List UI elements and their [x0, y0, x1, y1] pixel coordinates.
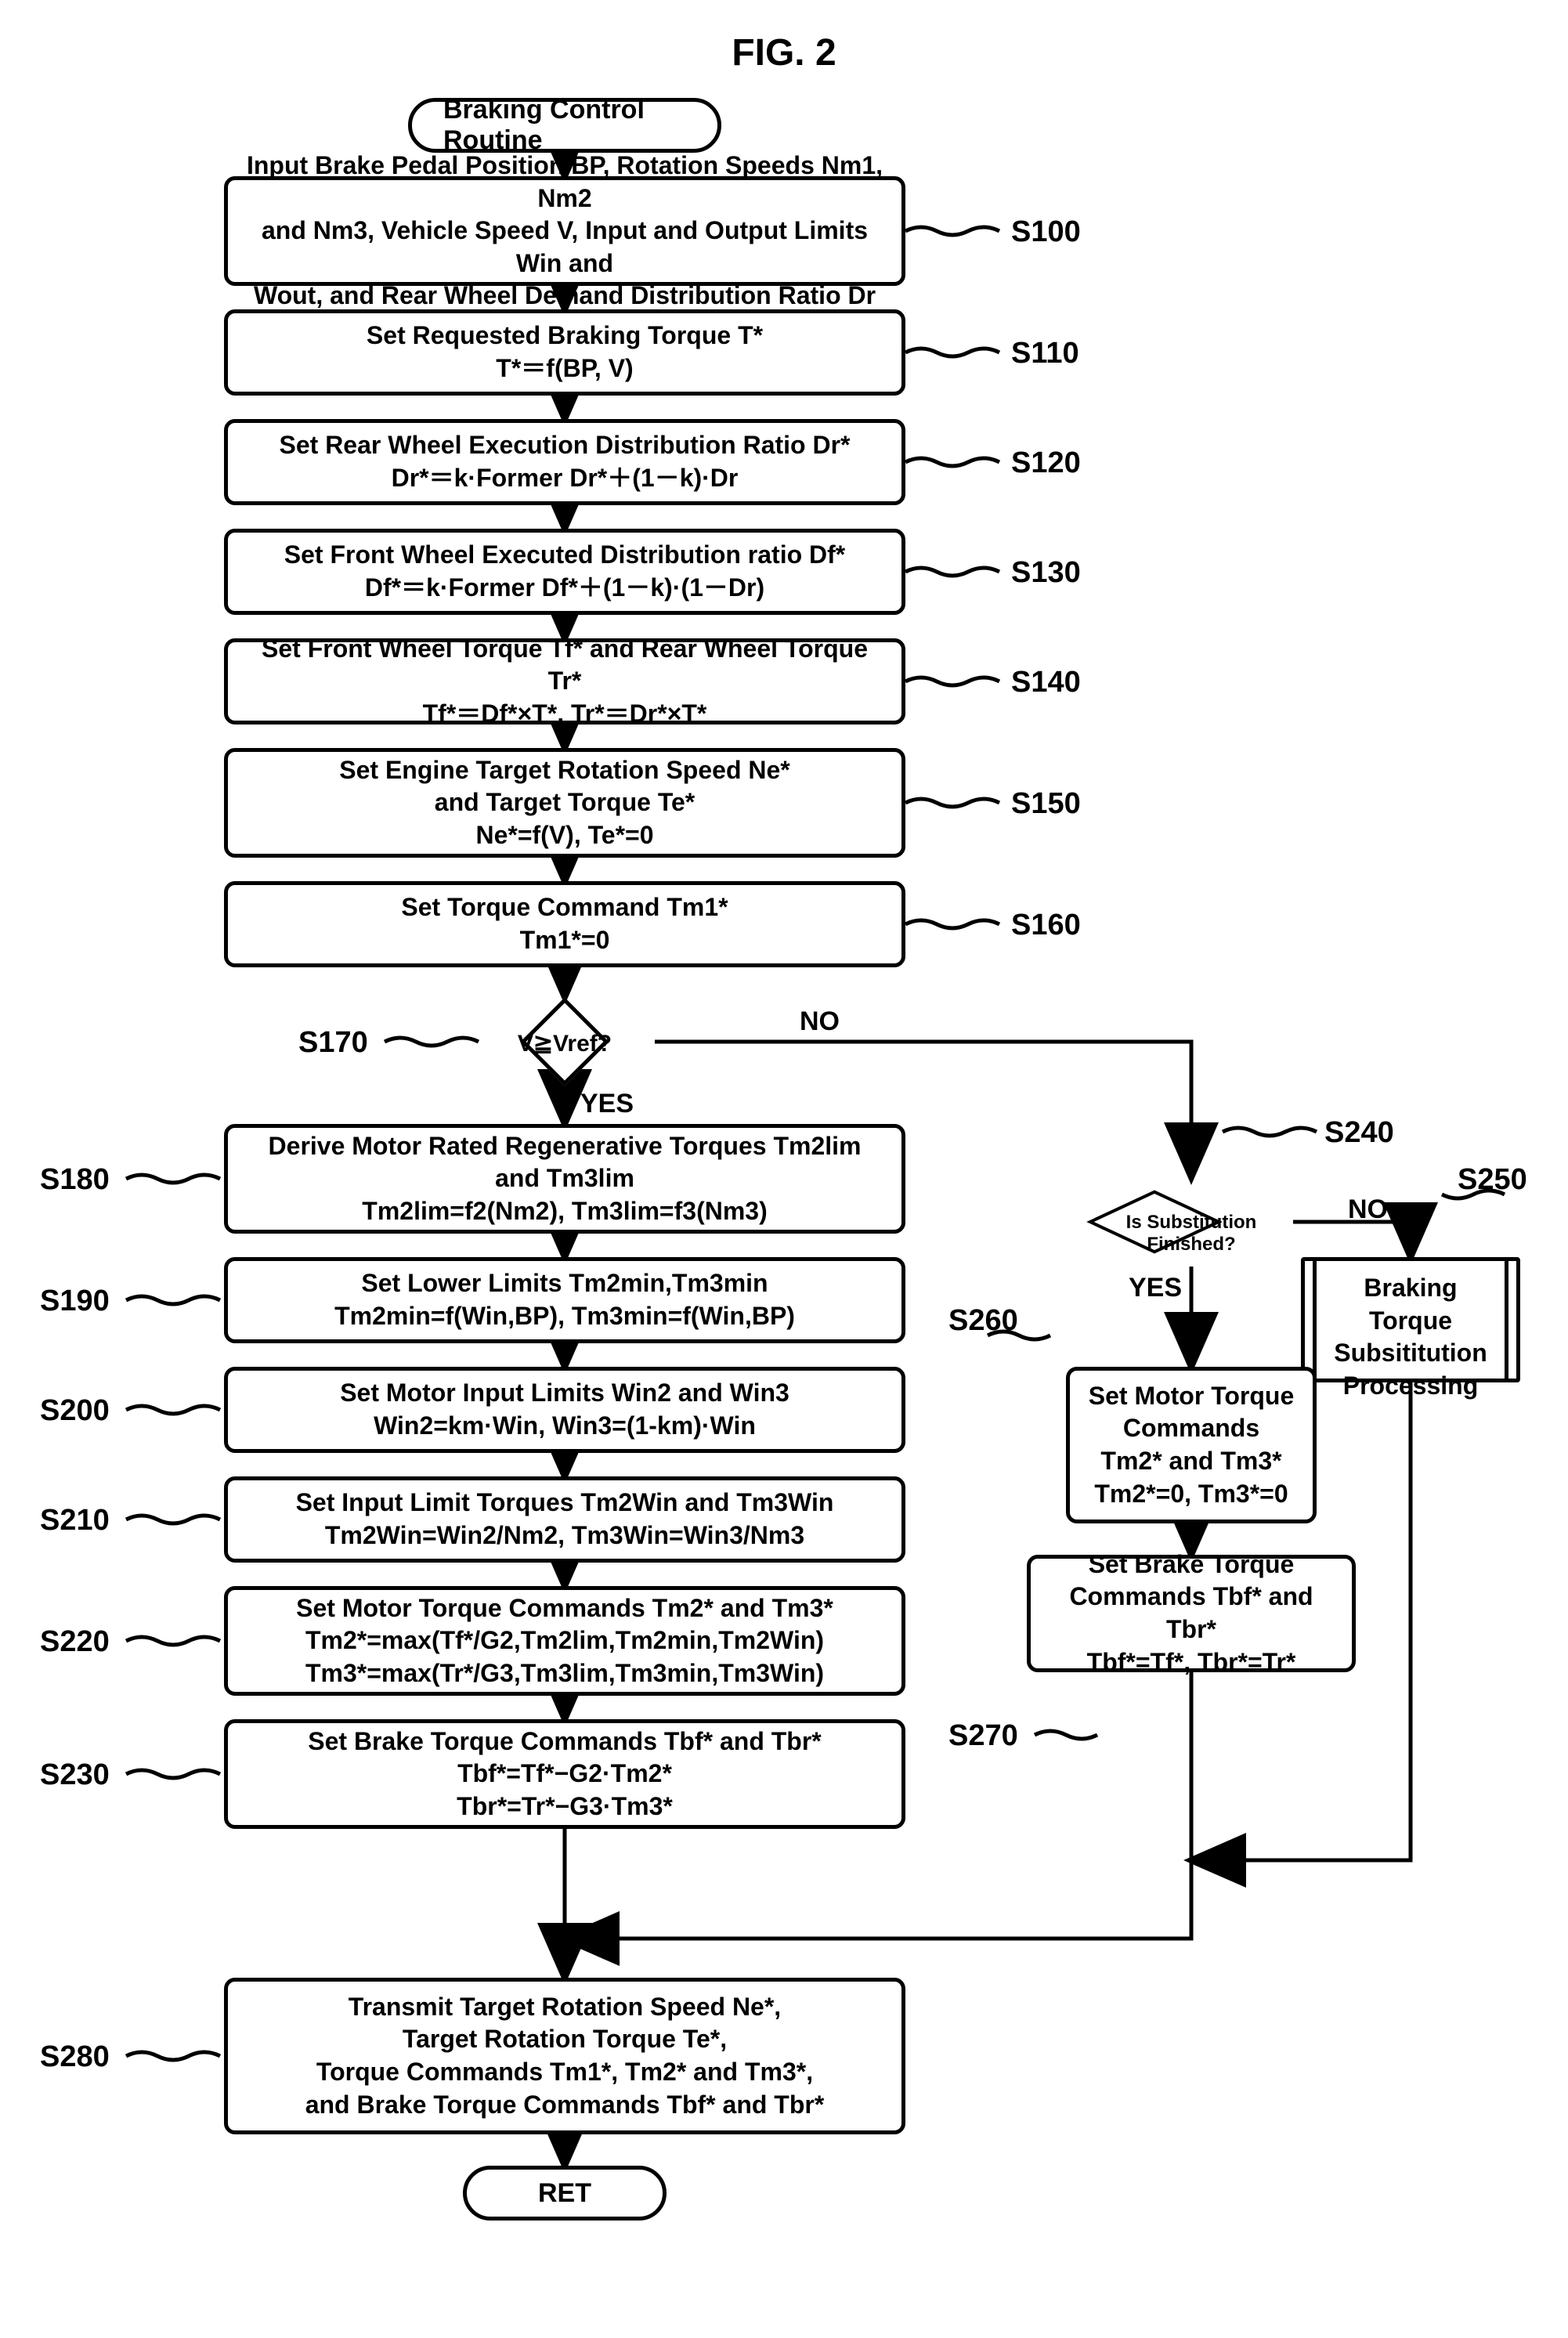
process-line: Tbf*=Tf*, Tbr*=Tr*: [1046, 1646, 1336, 1679]
process-line: Set Brake Torque Commands Tbf* and Tbr*: [244, 1725, 886, 1758]
step-id-s200: S200: [40, 1394, 110, 1428]
process-s180: Derive Motor Rated Regenerative Torques …: [224, 1124, 905, 1234]
edge-no-s240: NO: [1348, 1194, 1388, 1225]
step-id-s270: S270: [948, 1719, 1018, 1753]
process-line: Ne*=f(V), Te*=0: [244, 819, 886, 852]
process-line: Set Motor Torque: [1086, 1380, 1297, 1413]
process-s220: Set Motor Torque Commands Tm2* and Tm3*T…: [224, 1586, 905, 1696]
step-id-s170: S170: [298, 1026, 368, 1060]
process-line: Tm2min=f(Win,BP), Tm3min=f(Win,BP): [244, 1300, 886, 1333]
process-s130: Set Front Wheel Executed Distribution ra…: [224, 529, 905, 615]
process-line: Set Motor Input Limits Win2 and Win3: [244, 1377, 886, 1410]
process-line: Tm2*=0, Tm3*=0: [1086, 1478, 1297, 1511]
process-line: Tbr*=Tr*−G3·Tm3*: [244, 1791, 886, 1823]
step-id-s120: S120: [1011, 446, 1081, 480]
process-line: Transmit Target Rotation Speed Ne*,: [244, 1991, 886, 2024]
process-s210: Set Input Limit Torques Tm2Win and Tm3Wi…: [224, 1476, 905, 1563]
process-line: Win2=km·Win, Win3=(1-km)·Win: [244, 1410, 886, 1443]
process-line: Braking Torque: [1328, 1272, 1493, 1337]
process-line: Subsititution: [1328, 1337, 1493, 1370]
process-s120: Set Rear Wheel Execution Distribution Ra…: [224, 419, 905, 505]
step-id-s180: S180: [40, 1163, 110, 1197]
process-line: and Target Torque Te*: [244, 786, 886, 819]
process-line: Tm1*=0: [244, 924, 886, 957]
step-id-s190: S190: [40, 1285, 110, 1318]
process-line: T*＝f(BP, V): [244, 352, 886, 385]
process-s280: Transmit Target Rotation Speed Ne*,Targe…: [224, 1978, 905, 2134]
decision-s170: [520, 997, 609, 1086]
process-line: Tm3*=max(Tr*/G3,Tm3lim,Tm3min,Tm3Win): [244, 1657, 886, 1690]
edge-no-s170: NO: [800, 1006, 840, 1037]
step-id-s140: S140: [1011, 666, 1081, 699]
figure-title: FIG. 2: [16, 31, 1552, 74]
process-s150: Set Engine Target Rotation Speed Ne*and …: [224, 748, 905, 858]
step-id-s260: S260: [948, 1304, 1018, 1338]
process-line: Tbf*=Tf*−G2·Tm2*: [244, 1758, 886, 1791]
process-line: Derive Motor Rated Regenerative Torques …: [244, 1130, 886, 1163]
step-id-s110: S110: [1011, 337, 1079, 370]
process-line: Tm2lim=f2(Nm2), Tm3lim=f3(Nm3): [244, 1195, 886, 1228]
process-s190: Set Lower Limits Tm2min,Tm3minTm2min=f(W…: [224, 1257, 905, 1343]
process-line: Set Torque Command Tm1*: [244, 891, 886, 924]
process-s200: Set Motor Input Limits Win2 and Win3Win2…: [224, 1367, 905, 1453]
process-line: Commands: [1086, 1412, 1297, 1445]
process-line: Tm2* and Tm3*: [1086, 1445, 1297, 1478]
process-line: Df*＝k·Former Df*＋(1－k)·(1－Dr): [244, 572, 886, 605]
edge-yes-s240: YES: [1129, 1273, 1182, 1303]
step-id-s130: S130: [1011, 556, 1081, 590]
process-s140: Set Front Wheel Torque Tf* and Rear Whee…: [224, 638, 905, 725]
process-line: Set Brake Torque: [1046, 1548, 1336, 1581]
process-line: Processing: [1328, 1370, 1493, 1403]
process-line: Wout, and Rear Wheel Demand Distribution…: [244, 280, 886, 313]
step-id-s160: S160: [1011, 909, 1081, 942]
step-id-s280: S280: [40, 2040, 110, 2074]
process-line: Set Rear Wheel Execution Distribution Ra…: [244, 429, 886, 462]
process-s110: Set Requested Braking Torque T*T*＝f(BP, …: [224, 309, 905, 396]
process-line: and Brake Torque Commands Tbf* and Tbr*: [244, 2089, 886, 2122]
process-line: Tf*＝Df*×T*, Tr*＝Dr*×T*: [244, 698, 886, 731]
process-line: Set Engine Target Rotation Speed Ne*: [244, 754, 886, 787]
process-line: Set Motor Torque Commands Tm2* and Tm3*: [244, 1592, 886, 1625]
flowchart-canvas: Braking Control Routine Input Brake Peda…: [16, 98, 1552, 2307]
step-id-s210: S210: [40, 1504, 110, 1538]
process-line: Dr*＝k·Former Dr*＋(1－k)·Dr: [244, 462, 886, 495]
step-id-s150: S150: [1011, 787, 1081, 821]
process-s100: Input Brake Pedal Position BP, Rotation …: [224, 176, 905, 286]
step-id-s230: S230: [40, 1758, 110, 1792]
process-line: Tm2*=max(Tf*/G2,Tm2lim,Tm2min,Tm2Win): [244, 1624, 886, 1657]
step-id-s250: S250: [1458, 1163, 1527, 1197]
process-line: and Nm3, Vehicle Speed V, Input and Outp…: [244, 215, 886, 280]
process-line: Commands Tbf* and Tbr*: [1046, 1581, 1336, 1646]
process-s260: Set Motor TorqueCommandsTm2* and Tm3*Tm2…: [1066, 1367, 1317, 1523]
process-s230: Set Brake Torque Commands Tbf* and Tbr*T…: [224, 1719, 905, 1829]
terminator-start: Braking Control Routine: [408, 98, 721, 153]
process-line: Target Rotation Torque Te*,: [244, 2023, 886, 2056]
process-line: Input Brake Pedal Position BP, Rotation …: [244, 150, 886, 215]
edge-yes-s170: YES: [580, 1089, 634, 1119]
process-line: Set Front Wheel Executed Distribution ra…: [244, 539, 886, 572]
terminator-end: RET: [463, 2166, 667, 2221]
process-line: Set Requested Braking Torque T*: [244, 320, 886, 352]
process-line: Torque Commands Tm1*, Tm2* and Tm3*,: [244, 2056, 886, 2089]
step-id-s100: S100: [1011, 215, 1081, 249]
process-s270: Set Brake TorqueCommands Tbf* and Tbr*Tb…: [1027, 1555, 1356, 1672]
subroutine-s250: Braking TorqueSubsititutionProcessing: [1301, 1257, 1520, 1382]
process-line: Set Front Wheel Torque Tf* and Rear Whee…: [244, 633, 886, 698]
process-line: Set Lower Limits Tm2min,Tm3min: [244, 1267, 886, 1300]
process-line: Set Input Limit Torques Tm2Win and Tm3Wi…: [244, 1487, 886, 1520]
process-line: Tm2Win=Win2/Nm2, Tm3Win=Win3/Nm3: [244, 1520, 886, 1552]
step-id-s220: S220: [40, 1625, 110, 1659]
step-id-s240: S240: [1324, 1116, 1394, 1150]
decision-s240: [1086, 1191, 1223, 1254]
process-s160: Set Torque Command Tm1*Tm1*=0: [224, 881, 905, 967]
process-line: and Tm3lim: [244, 1162, 886, 1195]
